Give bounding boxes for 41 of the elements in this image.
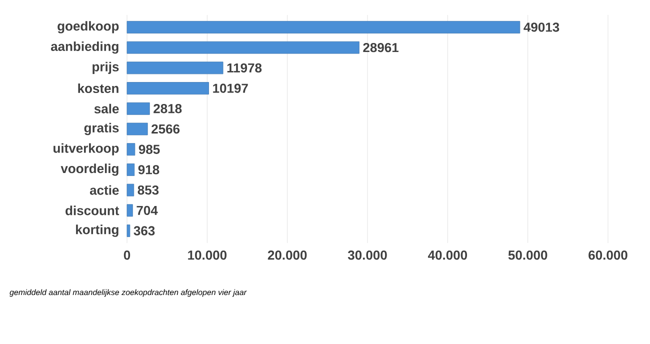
y-tick-label: aanbieding (50, 41, 118, 54)
data-label: 11978 (227, 63, 262, 73)
y-tick-label: discount (66, 206, 120, 216)
data-label: 704 (136, 206, 158, 216)
data-label: 363 (134, 226, 155, 236)
bar (126, 184, 134, 196)
y-tick-label: uitverkoop (54, 143, 119, 156)
data-label: 10197 (213, 84, 248, 93)
bar (126, 204, 133, 217)
x-tick-label: 20.000 (268, 250, 307, 260)
y-tick-label: kosten (78, 84, 118, 94)
y-tick-label: goedkoop (58, 21, 119, 34)
bar (126, 122, 148, 136)
bar (126, 224, 130, 237)
bar (126, 62, 224, 74)
data-label: 985 (138, 144, 160, 154)
bar (126, 41, 360, 54)
data-label: 2818 (154, 104, 182, 114)
bar (126, 164, 135, 176)
x-tick-label: 10.000 (188, 250, 227, 260)
data-label: 853 (138, 185, 159, 195)
bar (126, 143, 136, 156)
data-label: 918 (138, 165, 160, 174)
y-tick-label: korting (76, 224, 118, 237)
x-tick-label: 60.000 (588, 250, 628, 260)
y-tick-label: gratis (84, 122, 119, 136)
y-tick-label: sale (94, 104, 119, 114)
x-tick-label: 50.000 (508, 250, 548, 260)
bar (126, 21, 520, 34)
text: gemiddeld aantal maandelijkse zoekopdrachten afgelopen vier jaar (10, 289, 247, 297)
y-tick-label: voordelig (60, 164, 118, 176)
data-label: 2566 (152, 124, 180, 134)
data-label: 49013 (524, 22, 560, 32)
x-tick-label: 40.000 (428, 250, 468, 260)
data-label: 28961 (363, 42, 398, 52)
bar (126, 102, 150, 115)
x-tick-label: 30.000 (348, 250, 387, 260)
bar (126, 82, 209, 94)
x-tick-label: 0 (124, 250, 130, 260)
y-tick-label: actie (90, 185, 119, 195)
y-tick-label: prijs (92, 62, 119, 74)
